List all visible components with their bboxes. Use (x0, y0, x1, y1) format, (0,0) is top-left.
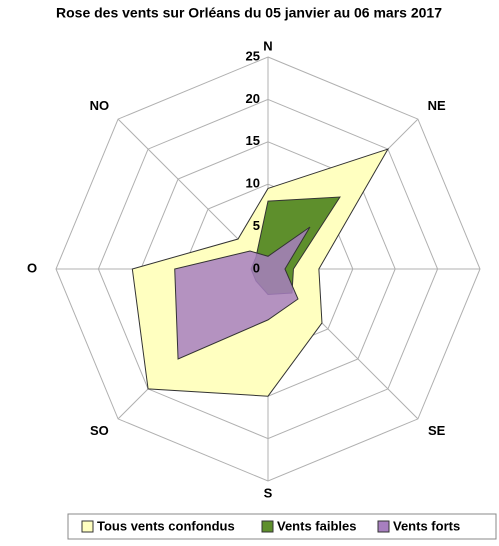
axis-label: NE (428, 98, 446, 113)
legend-label: Vents forts (393, 518, 460, 533)
legend-swatch (261, 520, 274, 533)
axis-label: S (264, 485, 273, 500)
legend-swatch (377, 520, 390, 533)
r-tick-label: 20 (246, 91, 260, 106)
axis-label: O (27, 260, 37, 275)
legend-box (67, 513, 497, 540)
axis-label: SE (428, 423, 446, 438)
r-tick-label: 0 (253, 260, 260, 275)
axis-label: SO (90, 423, 109, 438)
series-area (174, 226, 311, 360)
legend-label: Vents faibles (277, 518, 356, 533)
axis-label: N (263, 38, 272, 53)
r-tick-label: 10 (246, 176, 260, 191)
legend-swatch (81, 520, 94, 533)
legend-label: Tous vents confondus (97, 518, 235, 533)
r-tick-label: 15 (246, 133, 260, 148)
chart-title: Rose des vents sur Orléans du 05 janvier… (56, 5, 442, 21)
axis-label: NO (90, 98, 110, 113)
r-tick-label: 5 (253, 218, 260, 233)
r-tick-label: 25 (246, 48, 260, 63)
